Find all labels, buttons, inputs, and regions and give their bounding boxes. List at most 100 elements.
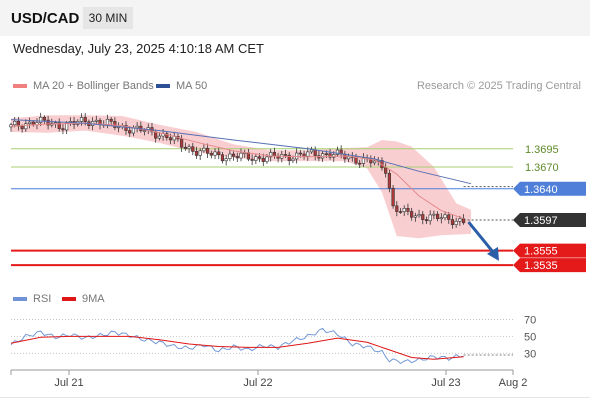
level-label-1.3695: 1.3695 (525, 144, 559, 156)
candle-body (321, 153, 325, 159)
candle-body (261, 158, 265, 162)
candle-body (154, 131, 158, 139)
candle-body (31, 121, 35, 126)
candle-body (105, 118, 110, 125)
candle-body (269, 152, 273, 158)
candle-body (398, 211, 403, 213)
candle-body (191, 146, 195, 152)
candle-body (109, 118, 113, 122)
candle-body (183, 146, 187, 149)
candle-body (410, 211, 414, 218)
candle-body (313, 149, 317, 156)
chart-timestamp: Wednesday, July 23, 2025 4:10:18 AM CET (13, 41, 264, 56)
candle-body (417, 214, 421, 217)
candle-body (20, 125, 24, 130)
candle-body (46, 119, 50, 126)
candle-body (13, 121, 17, 126)
candle-body (180, 138, 184, 148)
legend-ma9: 9MA (62, 293, 105, 305)
candle-body (372, 160, 377, 164)
candle-body (198, 150, 202, 156)
candle-body (272, 152, 276, 157)
rsi-panel: 70 50 30 (10, 314, 536, 365)
candle-body (265, 156, 269, 162)
candle-body (142, 130, 147, 132)
rsi-level-label-70: 70 (524, 314, 536, 326)
candle-body (65, 122, 69, 131)
level-tag-1.3597 (513, 213, 586, 228)
levels-layer (11, 148, 513, 267)
level-label-1.3555: 1.3555 (524, 246, 558, 258)
candle-body (257, 156, 262, 159)
candle-body (283, 154, 288, 156)
candle-body (194, 151, 199, 156)
instrument-title: USD/CAD (11, 10, 80, 27)
candle-body (24, 123, 28, 130)
candle-body (94, 119, 98, 122)
candle-body (328, 153, 332, 158)
candle-body (224, 158, 228, 162)
legend-ma9-label: 9MA (82, 293, 105, 305)
candle-body (113, 121, 117, 128)
candle-body (128, 130, 132, 134)
time-tick-label: Aug 2 (499, 377, 528, 389)
candle-body (39, 116, 43, 123)
projection-arrow-line (467, 221, 495, 253)
candle-body (79, 117, 84, 122)
legend-ma50-label: MA 50 (176, 80, 208, 92)
candle-body (231, 153, 236, 157)
candle-body (413, 215, 417, 218)
candle-body (206, 147, 210, 154)
candle-body (287, 154, 291, 161)
candle-body (443, 214, 447, 219)
time-tick-label: Jul 21 (54, 377, 83, 389)
candle-body (432, 213, 436, 216)
candle-body (454, 220, 458, 225)
candle-body (302, 153, 306, 157)
candle-body (220, 154, 225, 162)
candle-body (424, 219, 429, 222)
candle-body (346, 156, 351, 160)
candle-body (42, 116, 46, 121)
candle-body (187, 146, 191, 149)
candle-body (436, 213, 440, 219)
candle-body (246, 152, 251, 160)
candle-body (27, 121, 32, 124)
candle-body (428, 214, 432, 222)
candle-body (447, 214, 451, 220)
candle-body (213, 151, 217, 156)
candle-body (83, 117, 87, 123)
time-tick-label: Jul 22 (243, 377, 272, 389)
candle-body (135, 125, 139, 129)
bb-swatch (13, 84, 27, 89)
candle-body (309, 149, 314, 153)
rsi-level-label-50: 50 (524, 331, 536, 343)
ma50-swatch (156, 84, 170, 89)
timeframe-badge[interactable]: 30 MIN (83, 7, 133, 29)
candle-body (165, 133, 169, 139)
legend-rsi-label: RSI (33, 293, 52, 305)
legend-bb-label: MA 20 + Bollinger Bands (33, 80, 154, 92)
time-axis: Jul 21 Jul 22 Jul 23 Aug 2 (10, 369, 528, 389)
candle-body (421, 214, 425, 220)
candle-body (291, 158, 295, 161)
candle-body (358, 162, 362, 165)
rsi-swatch (13, 297, 27, 302)
level-label-1.3640: 1.3640 (524, 184, 558, 196)
ma9-swatch (62, 297, 76, 302)
candle-body (239, 152, 243, 159)
rsi-level-label-30: 30 (524, 348, 536, 360)
candle-body (384, 167, 388, 174)
candle-body (391, 187, 395, 207)
legend-bb: MA 20 + Bollinger Bands (13, 80, 154, 92)
projection-arrowhead (486, 246, 499, 261)
candle-body (298, 152, 302, 155)
candle-body (209, 152, 213, 156)
candle-body (228, 153, 232, 160)
level-label-1.3535: 1.3535 (524, 260, 558, 272)
candle-body (202, 147, 206, 152)
bollinger-bands-layer (11, 115, 471, 239)
ma50-line (10, 119, 472, 185)
bollinger-band-area (11, 115, 471, 239)
